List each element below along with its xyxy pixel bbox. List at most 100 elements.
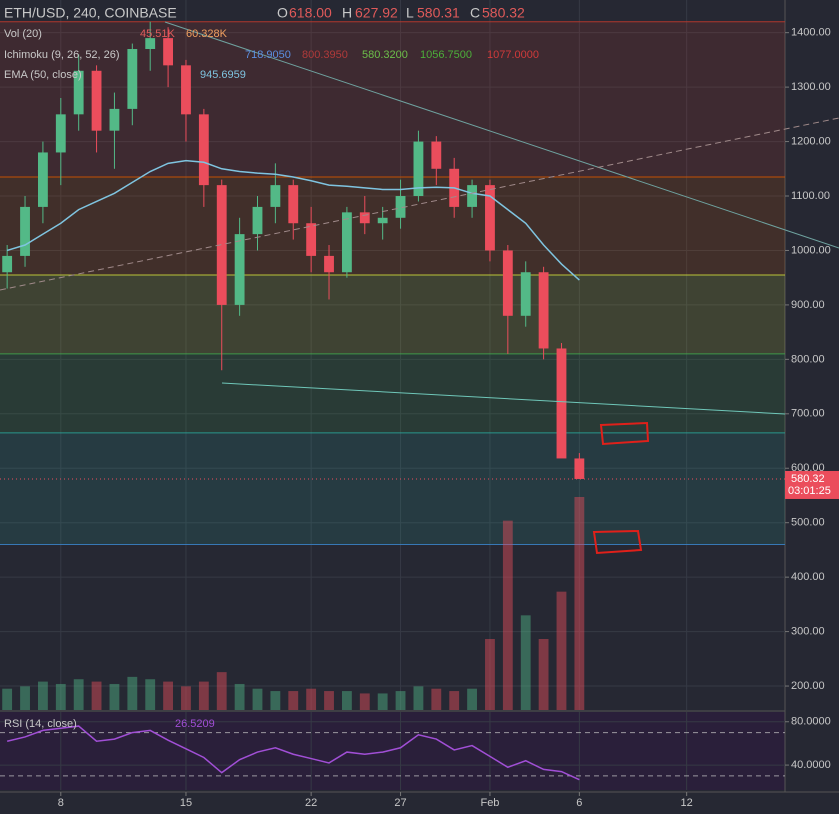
legend-value: 800.3950 [302,49,348,61]
symbol: ETH/USD, 240, COINBASE [4,5,177,21]
candle-body [163,38,174,66]
candle-body [109,108,120,131]
volume-bar [198,681,209,710]
legend-value: 1077.0000 [487,49,539,61]
volume-bar [55,683,66,710]
level-band [0,353,785,433]
x-tick-label: 22 [305,797,317,809]
y-tick-label: 80.0000 [791,716,831,728]
level-band [0,432,785,545]
trendline-dashed [0,117,839,291]
candle-body [413,141,424,197]
candle-body [485,185,495,251]
volume-bar [127,676,138,710]
candle-body [538,272,549,349]
x-tick-label: 12 [681,797,693,809]
y-tick-label: 400.00 [791,571,825,583]
price-tag-label: 580.32 [791,473,825,485]
volume-bar [574,497,585,710]
y-tick-label: 700.00 [791,408,825,420]
volume-bar [163,681,174,710]
ohlc-label: C [470,5,480,21]
volume-bar [288,691,299,710]
candle-body [127,49,138,109]
candle-body [520,272,531,316]
candle-body [37,152,48,207]
candle-body [2,255,13,273]
ohlc-label: O [277,5,288,21]
y-tick-label: 1100.00 [791,190,830,202]
ohlc-value: 627.92 [355,5,398,21]
legend-value: 60.328K [186,28,228,40]
legend-entry[interactable]: Ichimoku (9, 26, 52, 26) [4,49,120,61]
volume-bar [538,639,549,710]
volume-bar [377,693,388,710]
volume-bar [449,691,460,710]
volume-bar [2,688,13,710]
series-line [6,725,580,781]
candle-body [574,458,585,479]
drawn-box [599,421,650,446]
volume-bar [467,688,477,710]
volume-bar [306,688,317,710]
y-tick-label: 300.00 [791,626,825,638]
candle-body [270,185,281,207]
volume-bar [556,591,567,710]
y-tick-label: 1300.00 [791,81,831,93]
candle-body [145,38,156,50]
candle-body [359,212,370,224]
x-tick-label: Feb [480,797,499,809]
countdown: 03:01:25 [788,485,831,497]
x-tick-label: 6 [576,797,582,809]
x-tick-label: 15 [180,797,192,809]
rsi-pane [0,712,785,790]
candle-body [55,114,66,153]
legend-value: 26.5209 [175,718,215,730]
candle-body [181,65,191,115]
volume-bar [520,615,531,710]
y-tick-label: 1200.00 [791,135,831,147]
ohlc-value: 580.31 [417,5,460,21]
y-tick-label: 200.00 [791,680,825,692]
candle-body [306,223,317,256]
candle-body [431,141,442,169]
candle-body [20,206,30,256]
legend-entry[interactable]: EMA (50, close) [4,69,82,81]
ohlc-value: 580.32 [482,5,525,21]
legend-value: 580.3200 [362,49,408,61]
volume-bar [252,688,263,710]
candle-body [324,255,334,273]
trendline [221,382,786,415]
volume-bar [37,681,48,710]
legend-value: 1056.7500 [420,49,472,61]
candle-body [252,206,263,235]
y-tick-label: 1400.00 [791,27,831,39]
volume-bar [324,691,334,710]
x-tick-label: 8 [58,797,64,809]
candle-body [341,212,352,273]
legend-entry[interactable]: Vol (20) [4,28,42,40]
volume-bar [234,683,245,710]
candle-body [377,217,388,224]
level-band [0,274,785,354]
volume-bar [359,693,370,710]
y-tick-label: 800.00 [791,353,825,365]
volume-bar [341,691,352,710]
candle-body [288,185,299,224]
candle-body [234,234,245,305]
legend-entry[interactable]: RSI (14, close) [4,718,77,730]
trendline [164,21,839,249]
volume-bar [431,688,442,710]
candle-body [73,70,84,115]
series-line [6,159,580,281]
y-tick-label: 900.00 [791,299,825,311]
candle-body [395,196,406,218]
volume-bar [91,681,102,710]
volume-bar [181,686,191,710]
y-tick-label: 500.00 [791,517,825,529]
volume-bar [20,686,30,710]
volume-bar [485,639,495,710]
volume-bar [270,691,281,710]
